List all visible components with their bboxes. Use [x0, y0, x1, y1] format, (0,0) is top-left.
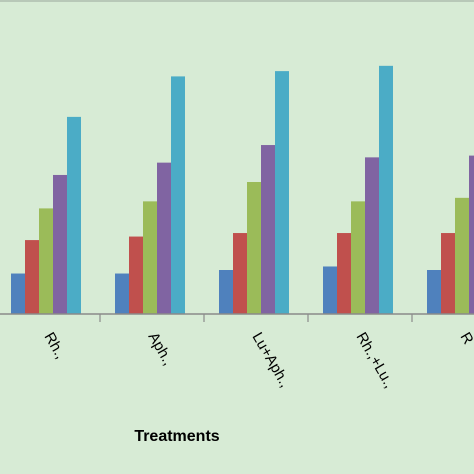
bar-2-series-1 [115, 273, 129, 314]
bar-4-series-2 [337, 233, 351, 314]
bar-1-series-4 [53, 174, 67, 314]
x-tick-label-1: Rh., [41, 330, 69, 362]
bar-5-series-4 [469, 155, 474, 314]
bar-3-series-4 [261, 145, 275, 314]
bar-2-series-5 [171, 76, 185, 315]
x-tick-labels-group: Rh., Aph., Lu+Aph., Rh.,+Lu., R [41, 330, 474, 392]
bar-5-series-1 [427, 270, 441, 314]
x-tick-label-5: R [457, 330, 474, 348]
bar-3-series-2 [233, 233, 247, 314]
x-ticks-group [99, 314, 413, 322]
x-tick-label-2: Aph., [145, 330, 177, 369]
bar-2-series-2 [129, 236, 143, 314]
x-axis-title: Treatments [134, 428, 219, 445]
bar-5-series-3 [455, 197, 469, 314]
bar-4-series-1 [323, 266, 337, 314]
bar-5-series-2 [441, 233, 455, 314]
bar-3-series-1 [219, 270, 233, 314]
bars-group [11, 65, 474, 315]
bar-1-series-5 [67, 116, 81, 314]
bar-4-series-5 [379, 65, 393, 314]
x-tick-label-3: Lu+Aph., [249, 330, 294, 391]
bar-4-series-4 [365, 157, 379, 314]
bar-1-series-2 [25, 240, 39, 314]
bar-1-series-1 [11, 273, 25, 314]
x-tick-label-4: Rh.,+Lu., [353, 330, 398, 392]
bar-2-series-4 [157, 162, 171, 314]
bar-3-series-3 [247, 182, 261, 314]
bar-2-series-3 [143, 201, 157, 314]
bar-3-series-5 [275, 71, 289, 315]
bar-1-series-3 [39, 208, 53, 314]
bar-4-series-3 [351, 201, 365, 314]
